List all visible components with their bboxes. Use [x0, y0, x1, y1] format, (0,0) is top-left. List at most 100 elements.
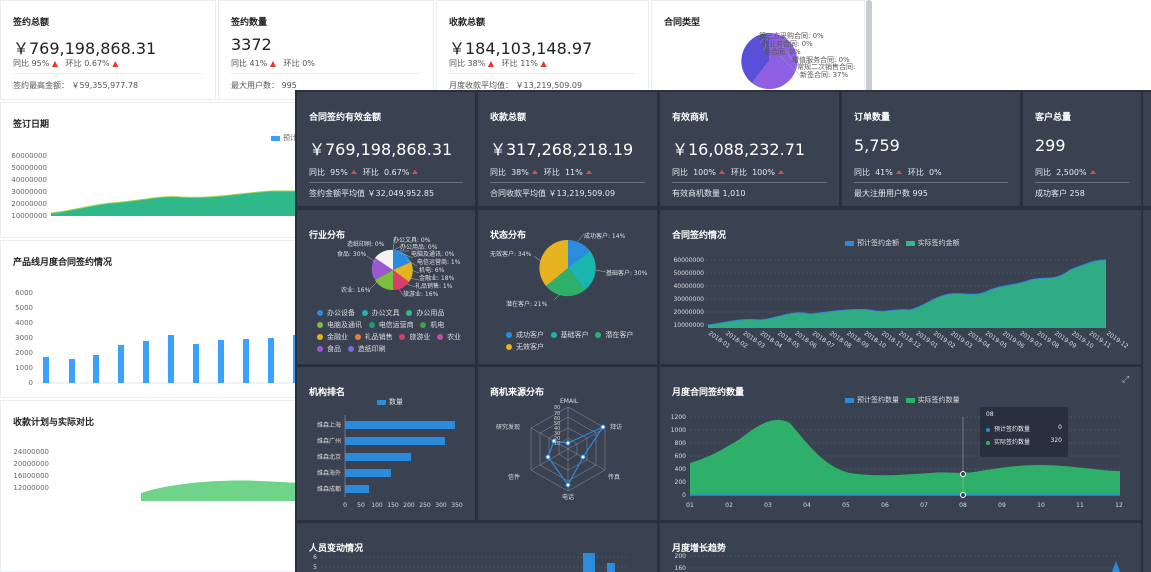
- contract-area-chart: 60000000 50000000 40000000 30000000 2000…: [673, 257, 1129, 350]
- svg-text:礼品销售: 1%: 礼品销售: 1%: [415, 282, 453, 290]
- kpi-value: ￥769,198,868.31: [13, 39, 157, 58]
- svg-text:160: 160: [675, 565, 687, 572]
- svg-text:40000000: 40000000: [11, 176, 47, 184]
- status-pie: 成功客户: 14% 基础客户: 30% 潜在客户: 21% 无效客户: 34%: [490, 232, 648, 308]
- dark-kpi-3: 有效商机 ￥16,088,232.71 同比 100% 环比 100% 有效商机数…: [660, 92, 839, 206]
- svg-text:4000: 4000: [15, 319, 33, 327]
- svg-text:11: 11: [1076, 502, 1084, 509]
- svg-text:50000000: 50000000: [673, 270, 704, 277]
- svg-text:2000: 2000: [15, 349, 33, 357]
- svg-text:传真: 传真: [608, 473, 620, 481]
- org-rank-panel: 机构排名 数量 维森上海 维森广州 维森北京 维森海外 维森成都 0 50 10: [297, 367, 475, 520]
- svg-text:16000000: 16000000: [13, 472, 49, 480]
- svg-text:40: 40: [554, 426, 560, 432]
- kpi-value: ￥184,103,148.97: [449, 39, 593, 58]
- light-payment-plan: 收款计划与实际对比 24000000 20000000 16000000 120…: [0, 400, 301, 572]
- svg-text:20: 20: [554, 436, 560, 442]
- kpi-title: 签约数量: [231, 18, 268, 28]
- svg-text:50000000: 50000000: [11, 164, 47, 172]
- svg-text:30000000: 30000000: [673, 296, 704, 303]
- svg-text:常规二次销售合同:: 常规二次销售合同:: [797, 62, 855, 71]
- dark-kpi-1: 合同签约有效金额 ￥769,198,868.31 同比 95% 环比 0.67% …: [297, 92, 475, 206]
- svg-text:200: 200: [675, 553, 687, 560]
- status-panel: 状态分布 成功客户: 14% 基础客户: 30% 潜在客户: 21% 无效客户:…: [478, 210, 657, 364]
- svg-text:04: 04: [803, 502, 811, 509]
- staff-panel: 人员变动情况 6 5: [297, 523, 657, 572]
- contract-panel: 合同签约情况 预计签约金额 实际签约金额 60000000 50000000 4…: [660, 210, 1141, 364]
- svg-text:08: 08: [959, 502, 967, 509]
- svg-text:10000000: 10000000: [673, 322, 704, 329]
- svg-text:无效客户: 34%: 无效客户: 34%: [490, 250, 532, 258]
- svg-text:05: 05: [842, 502, 850, 509]
- svg-text:潜在客户: 21%: 潜在客户: 21%: [506, 300, 548, 308]
- svg-text:EMAIL: EMAIL: [560, 398, 579, 405]
- svg-text:1200: 1200: [671, 414, 686, 421]
- monthly-area-chart: 1200 1000 800 600 400 200 0 01 02 03 04: [671, 414, 1123, 509]
- svg-text:办公文具: 0%: 办公文具: 0%: [393, 236, 431, 244]
- monthly-panel: 月度合同签约数量 ⤢ 预计签约数量 实际签约数量 1200 1000 800 6…: [660, 367, 1141, 520]
- svg-text:20000000: 20000000: [11, 200, 47, 208]
- svg-text:5: 5: [313, 564, 317, 571]
- svg-text:0: 0: [682, 492, 686, 499]
- svg-text:200: 200: [403, 502, 415, 509]
- chart-tooltip: 08 预计签约数量 0 实际签约数量 320: [980, 407, 1068, 457]
- svg-text:机电: 6%: 机电: 6%: [419, 266, 445, 274]
- svg-text:旅游业: 16%: 旅游业: 16%: [403, 290, 439, 298]
- svg-text:0: 0: [29, 379, 33, 387]
- svg-text:0: 0: [343, 502, 347, 509]
- svg-text:1000: 1000: [671, 427, 686, 434]
- svg-text:10000000: 10000000: [11, 212, 47, 220]
- svg-text:20000000: 20000000: [673, 309, 704, 316]
- svg-text:07: 07: [920, 502, 928, 509]
- svg-text:1000: 1000: [15, 364, 33, 372]
- kpi-value: 3372: [231, 35, 272, 54]
- svg-text:30: 30: [554, 431, 560, 437]
- svg-text:400: 400: [675, 466, 687, 473]
- light-product-line: 产品线月度合同签约情况 6000 5000 4000 3000 2000 100…: [0, 240, 301, 398]
- svg-text:增值服务合同: 0%: 增值服务合同: 0%: [792, 55, 850, 64]
- svg-text:50: 50: [554, 421, 560, 427]
- svg-text:600: 600: [675, 453, 687, 460]
- svg-text:办公用品: 0%: 办公用品: 0%: [400, 243, 438, 251]
- source-panel: 商机来源分布 EMAIL 拜访 传真 电话 信件 研究发现: [478, 367, 657, 520]
- svg-text:拜访: 拜访: [610, 423, 622, 431]
- svg-text:100: 100: [371, 502, 383, 509]
- kpi-title: 收款总额: [449, 18, 486, 28]
- svg-text:24000000: 24000000: [13, 448, 49, 456]
- svg-text:200: 200: [675, 479, 687, 486]
- svg-text:金融业: 18%: 金融业: 18%: [419, 274, 455, 282]
- svg-text:10: 10: [554, 441, 560, 447]
- svg-text:维森海外: 维森海外: [317, 469, 341, 477]
- svg-text:40000000: 40000000: [673, 283, 704, 290]
- dark-kpi-2: 收款总额 ￥317,268,218.19 同比 38% 环比 11% 合同收款平均…: [478, 92, 657, 206]
- svg-text:800: 800: [675, 440, 687, 447]
- staff-chart: 6 5: [313, 553, 627, 572]
- org-rank-chart: 维森上海 维森广州 维森北京 维森海外 维森成都 0 50 100 150 20…: [317, 415, 463, 509]
- svg-text:电信运营商: 1%: 电信运营商: 1%: [417, 258, 461, 266]
- dark-dashboard: 合同签约有效金额 ￥769,198,868.31 同比 95% 环比 0.67% …: [295, 90, 1151, 572]
- svg-text:农业: 16%: 农业: 16%: [341, 286, 371, 294]
- industry-pie: 造纸印刷: 0% 办公文具: 0% 办公用品: 0% 电脑及通讯: 0% 电信运…: [337, 236, 461, 298]
- svg-text:6000: 6000: [15, 289, 33, 297]
- svg-text:02: 02: [725, 502, 733, 509]
- svg-text:6: 6: [313, 554, 317, 561]
- svg-text:5000: 5000: [15, 304, 33, 312]
- svg-text:300: 300: [435, 502, 447, 509]
- light-sign-date: 签订日期 预计 60000000 50000000 40000000 30000…: [0, 102, 301, 238]
- svg-text:60000000: 60000000: [673, 257, 704, 264]
- svg-text:30000000: 30000000: [11, 188, 47, 196]
- svg-text:350: 350: [451, 502, 463, 509]
- light-contract-type: 合同类型 第三方采购合同: 0% 非业务合同: 0% 新合同: 0% 增值服务合…: [651, 0, 865, 100]
- svg-text:3000: 3000: [15, 334, 33, 342]
- svg-text:新合同: 0%: 新合同: 0%: [764, 47, 801, 56]
- svg-text:12: 12: [1115, 502, 1123, 509]
- svg-text:20000000: 20000000: [13, 460, 49, 468]
- product-line-chart: 6000 5000 4000 3000 2000 1000 0: [15, 289, 301, 387]
- expand-icon[interactable]: ⤢: [1122, 375, 1130, 385]
- growth-chart: 200 160: [675, 553, 1120, 572]
- svg-text:信件: 信件: [508, 473, 520, 481]
- svg-text:食品: 30%: 食品: 30%: [337, 250, 367, 258]
- light-kpi-3: 收款总额 ￥184,103,148.97 同比 38% ▲ 环比 11% ▲ 月…: [436, 0, 649, 100]
- growth-panel: 月度增长趋势 200 160: [660, 523, 1141, 572]
- payment-plan-chart: 24000000 20000000 16000000 12000000: [13, 448, 301, 501]
